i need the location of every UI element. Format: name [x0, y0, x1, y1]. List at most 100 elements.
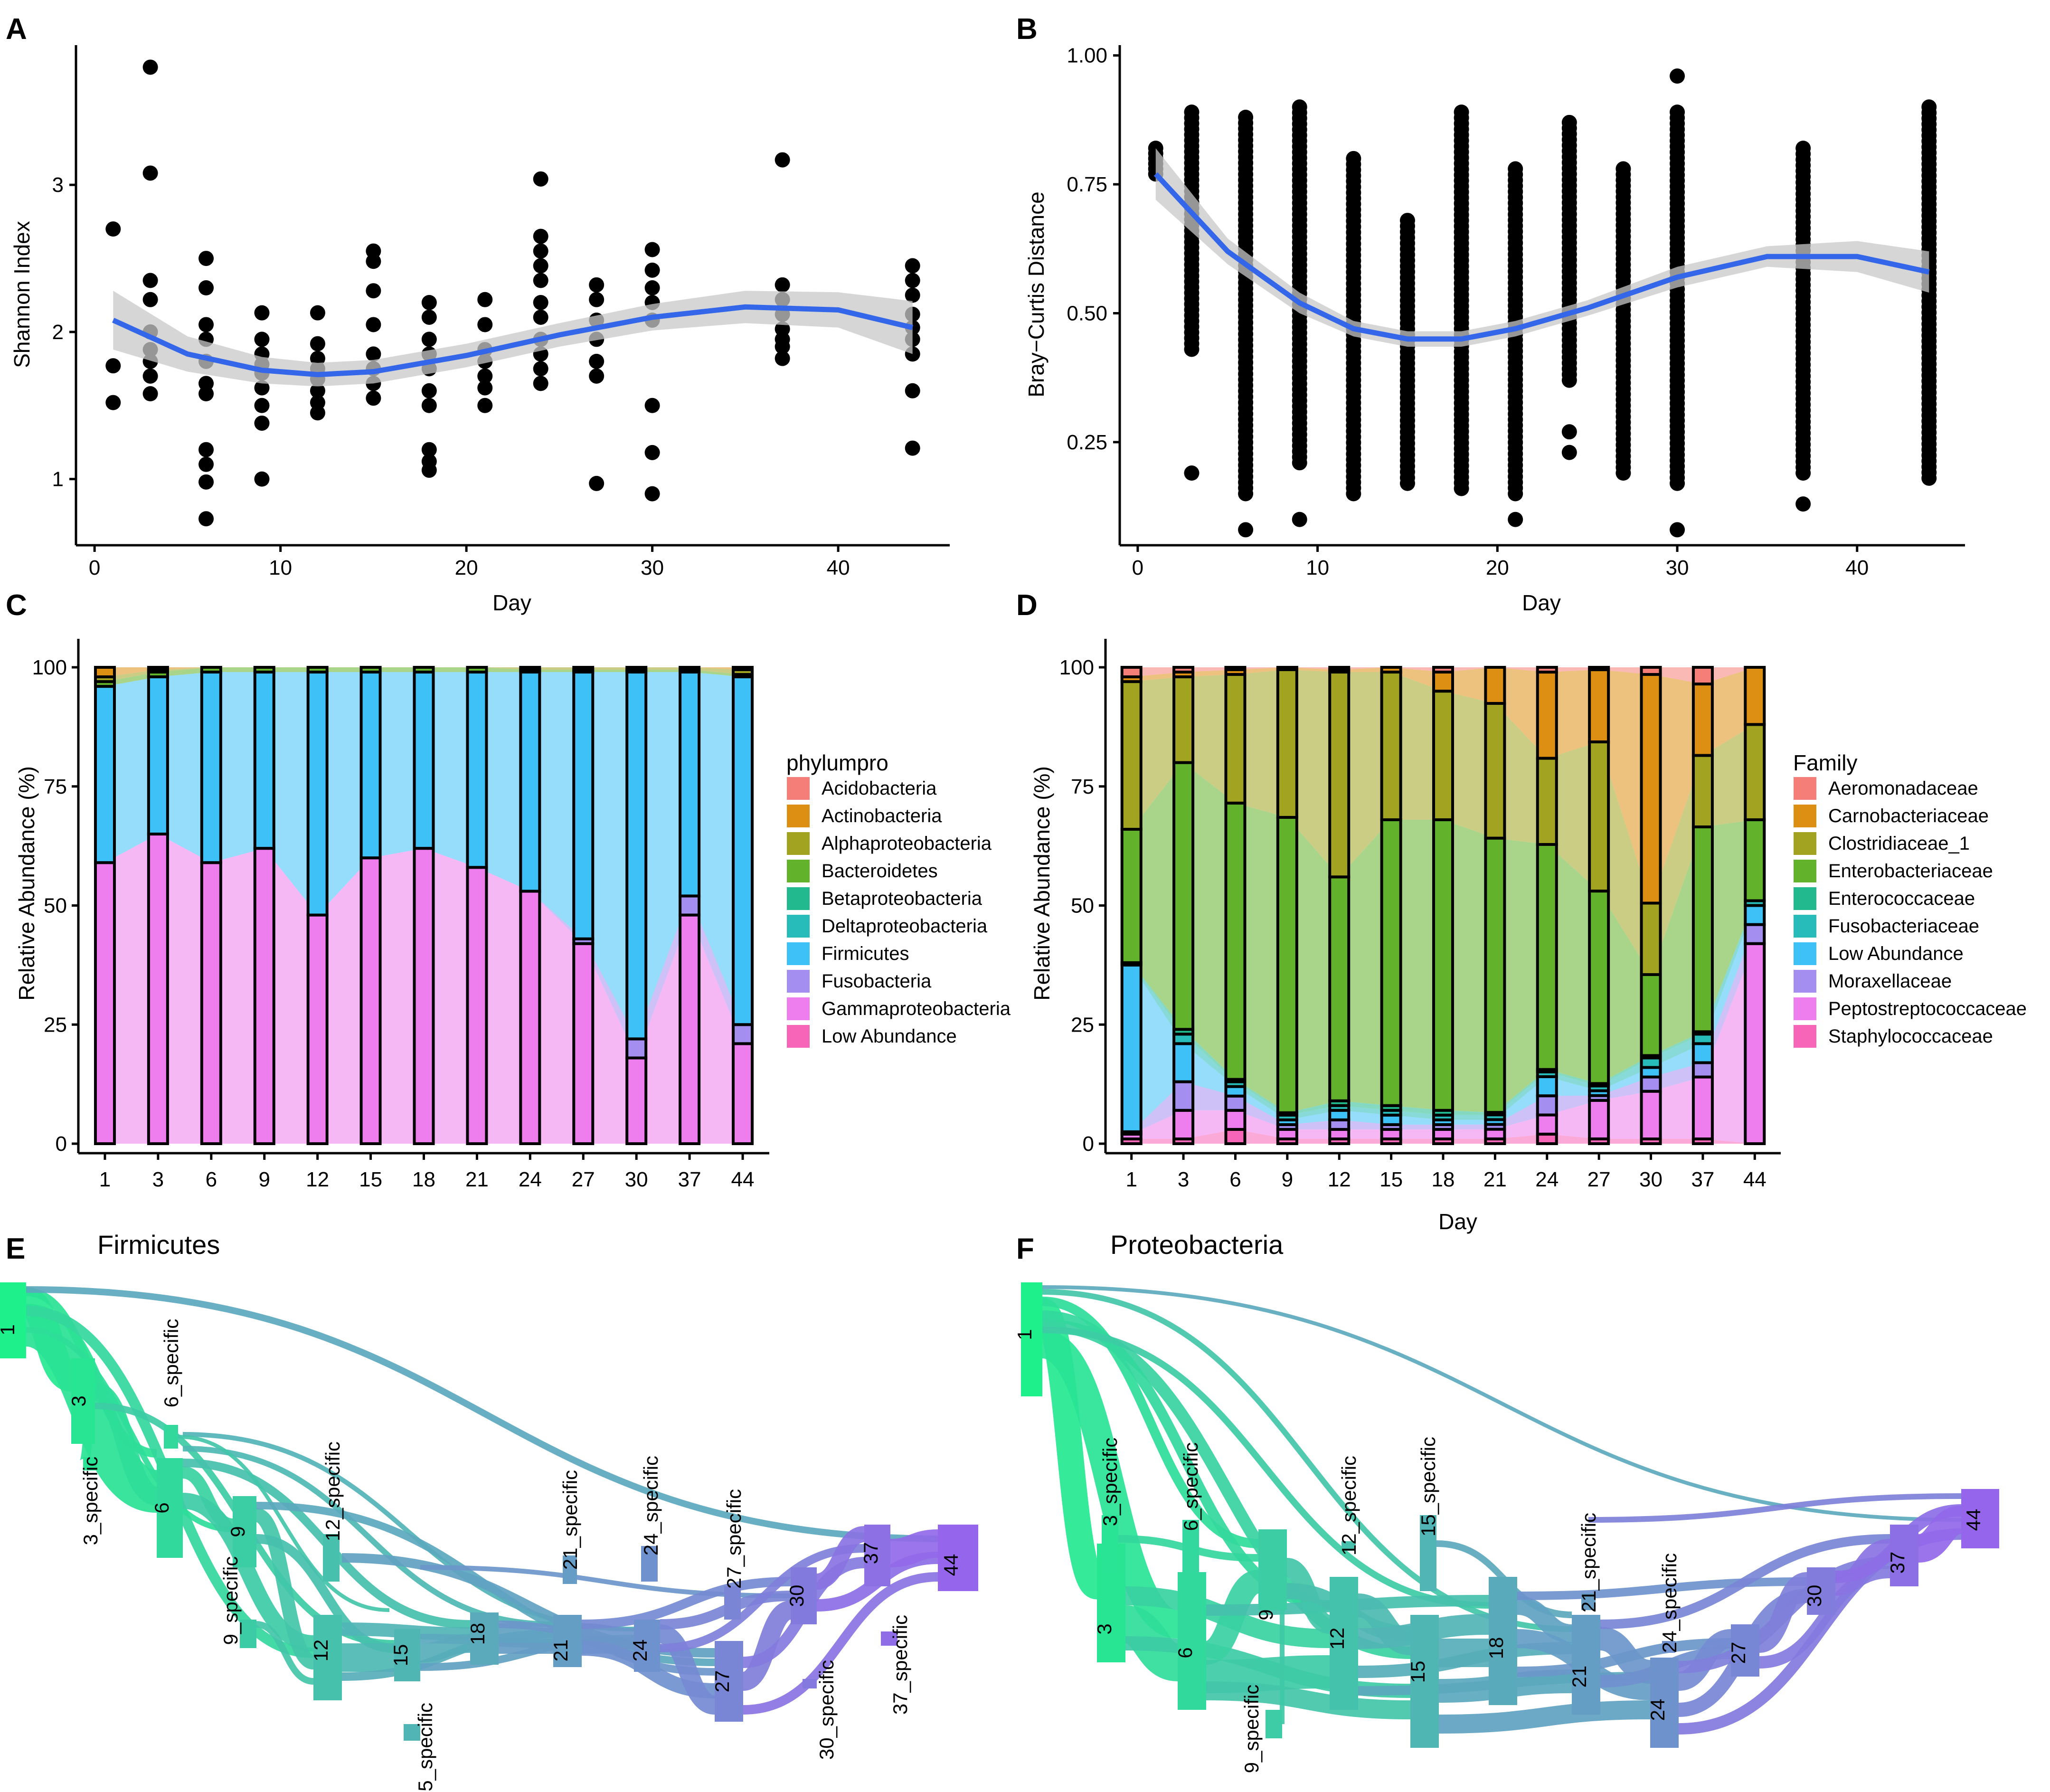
bar-segment	[413, 847, 435, 1145]
bar-segment	[1172, 1080, 1195, 1112]
x-tick-label: 12	[1328, 1168, 1351, 1191]
bar-segment	[1536, 1132, 1558, 1145]
data-point	[533, 258, 548, 274]
data-point	[1795, 141, 1811, 156]
data-point	[1670, 68, 1685, 84]
bar-segment	[1744, 942, 1766, 1145]
data-point	[775, 351, 790, 366]
x-tick-label: 20	[455, 556, 478, 579]
data-point	[421, 294, 437, 310]
data-point	[1399, 213, 1415, 228]
data-point	[1292, 512, 1307, 527]
y-tick-label: 25	[1071, 1013, 1094, 1036]
data-point	[644, 445, 660, 460]
legend-swatch	[1793, 914, 1817, 939]
panel-label-a: A	[6, 13, 27, 46]
sankey-node-label: 12	[1326, 1628, 1348, 1650]
bar-segment	[1588, 740, 1610, 893]
data-point	[1670, 104, 1685, 120]
data-point	[644, 280, 660, 296]
sankey-flow	[659, 1624, 716, 1715]
x-tick-label: 37	[1691, 1168, 1714, 1191]
bar-segment	[1276, 668, 1298, 819]
data-point	[198, 456, 214, 472]
bar-segment	[1224, 1094, 1247, 1112]
x-tick-label: 1	[1125, 1168, 1137, 1191]
data-point	[254, 471, 270, 487]
y-tick-label: 50	[44, 894, 67, 918]
data-point	[1561, 114, 1577, 130]
legend-label: Fusobacteriaceae	[1828, 916, 1979, 937]
bar-segment	[1691, 683, 1714, 757]
sankey-flow	[93, 1382, 159, 1506]
sankey-flow	[743, 1572, 938, 1715]
sankey-flow	[256, 1621, 314, 1685]
bar-segment	[1744, 666, 1766, 726]
sankey-flow	[1042, 1327, 1489, 1609]
bar-segment	[306, 671, 329, 917]
x-tick-label: 30	[641, 556, 664, 579]
bar-segment	[253, 671, 275, 850]
data-point	[533, 361, 548, 377]
bar-segment	[1224, 1085, 1247, 1098]
sankey-node	[1410, 1615, 1439, 1748]
bar-segment	[1691, 825, 1714, 1033]
legend-swatch	[1793, 831, 1817, 856]
sankey-node-label: 37	[1886, 1552, 1908, 1574]
data-point	[310, 336, 325, 351]
data-point	[477, 398, 493, 413]
sankey-node	[1581, 1593, 1596, 1610]
bar-segment	[253, 847, 275, 1145]
sankey-node-label: 1	[0, 1324, 19, 1335]
bar-segment	[1224, 1109, 1247, 1131]
sankey-flow	[1588, 1493, 1962, 1523]
sankey-node	[938, 1525, 978, 1591]
legend-label: Fusobacteria	[822, 971, 932, 992]
bar-segment	[1276, 666, 1298, 672]
x-tick-label: 40	[1845, 556, 1869, 579]
x-tick-label: 30	[1666, 556, 1689, 579]
data-point	[142, 386, 158, 402]
data-point	[142, 292, 158, 307]
legend-label: Deltaproteobacteria	[822, 916, 988, 937]
y-tick-label: 0.50	[1067, 302, 1107, 325]
bar-segment	[306, 913, 329, 1146]
bar-segment	[1536, 671, 1558, 760]
sankey-node-label: 21_specific	[1578, 1513, 1600, 1612]
sankey-node-label: 44	[940, 1554, 962, 1576]
sankey-node-label: 12_specific	[321, 1441, 344, 1541]
bar-segment	[1640, 901, 1662, 976]
sankey-node	[313, 1615, 342, 1700]
bar-segment	[1691, 1042, 1714, 1064]
data-point	[1454, 104, 1469, 120]
bar-segment	[1588, 890, 1610, 1085]
sankey-flow	[660, 1544, 865, 1652]
legend-swatch	[1793, 859, 1817, 883]
legend-label: Enterococcaceae	[1828, 888, 1975, 909]
data-point	[533, 376, 548, 391]
y-tick-label: 3	[52, 173, 64, 197]
panel-e-firmicutes-sankey: Firmicutes 1 3 3_specific 6 6_specific 9 9_spe…	[0, 1230, 978, 1792]
data-point	[198, 251, 214, 266]
sankey-node	[715, 1641, 743, 1722]
data-point	[254, 380, 270, 396]
x-tick-label: 10	[269, 556, 292, 579]
data-point	[589, 475, 605, 491]
sankey-flow	[1600, 1534, 1890, 1629]
sankey-node	[394, 1629, 420, 1681]
data-point	[421, 309, 437, 325]
bar-segment	[1640, 1090, 1662, 1140]
bar-segment	[1328, 671, 1351, 879]
bar-segment	[519, 666, 541, 672]
bar-segment	[1380, 818, 1402, 1107]
bar-segment	[1120, 680, 1143, 831]
data-point	[533, 171, 548, 187]
sankey-flow	[26, 1286, 945, 1542]
bar-segment	[732, 675, 754, 1026]
sankey-node	[1961, 1489, 1999, 1548]
sankey-node	[233, 1496, 256, 1567]
x-axis-label: Day	[492, 590, 531, 615]
sankey-node	[1102, 1515, 1118, 1572]
sankey-node-label: 37	[860, 1542, 882, 1564]
